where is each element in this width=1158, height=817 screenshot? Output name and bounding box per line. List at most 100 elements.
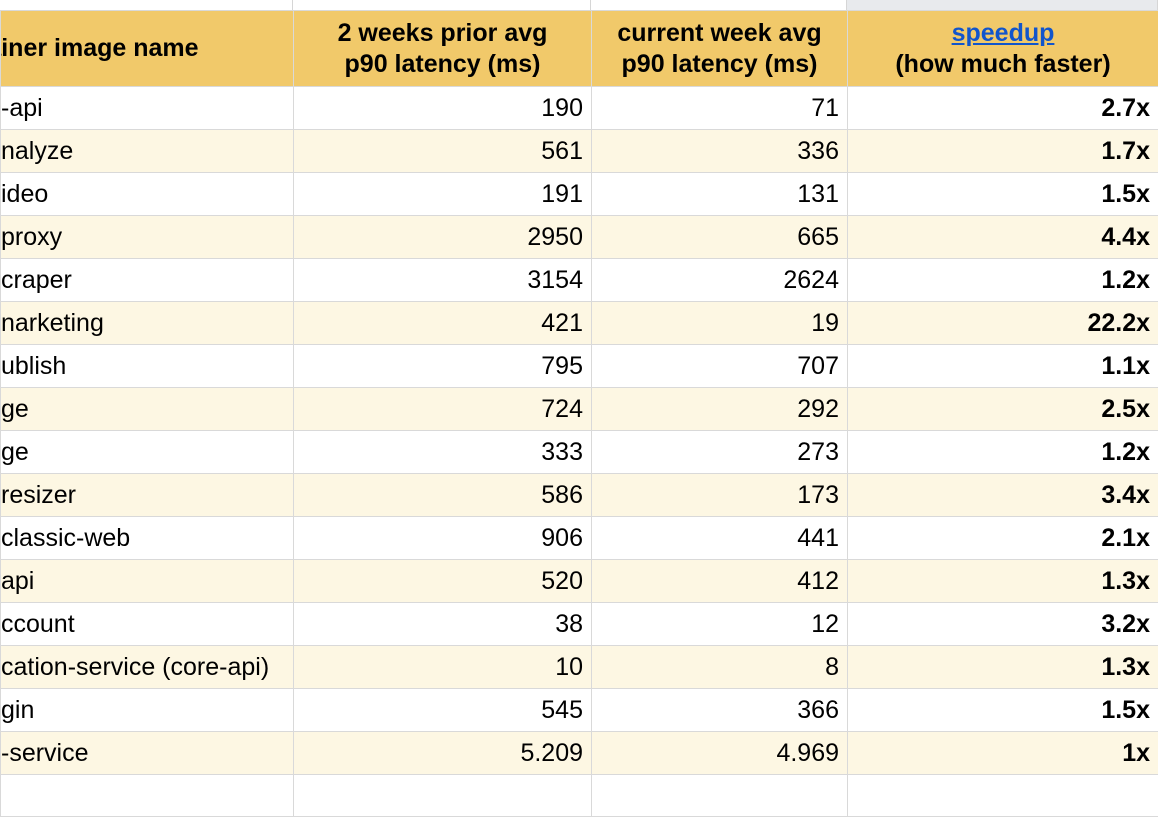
prior-latency-cell[interactable]: 2950: [294, 216, 592, 259]
container-name-cell[interactable]: ublish: [1, 345, 294, 388]
current-latency-cell[interactable]: 441: [592, 517, 848, 560]
container-name: nalyze: [1, 130, 285, 172]
header-speedup-cell[interactable]: speedup (how much faster): [848, 11, 1158, 87]
speedup-cell[interactable]: 1.2x: [848, 259, 1158, 302]
prior-latency-cell[interactable]: 724: [294, 388, 592, 431]
container-name-cell[interactable]: -api: [1, 87, 294, 130]
container-name-cell[interactable]: gin: [1, 689, 294, 732]
container-name-cell[interactable]: cation-service (core-api): [1, 646, 294, 689]
container-name: ideo: [1, 173, 285, 215]
container-name-cell[interactable]: classic-web: [1, 517, 294, 560]
prior-latency-cell[interactable]: 190: [294, 87, 592, 130]
prior-latency-cell[interactable]: 191: [294, 173, 592, 216]
prior-latency-cell[interactable]: 3154: [294, 259, 592, 302]
current-latency-cell[interactable]: 19: [592, 302, 848, 345]
current-latency-cell[interactable]: 707: [592, 345, 848, 388]
empty-cell[interactable]: [592, 775, 848, 817]
current-latency-cell[interactable]: 71: [592, 87, 848, 130]
previous-row-cell[interactable]: [293, 0, 591, 10]
container-name-cell[interactable]: resizer: [1, 474, 294, 517]
prior-latency-cell[interactable]: 5.209: [294, 732, 592, 775]
container-name: ccount: [1, 603, 285, 645]
speedup-cell[interactable]: 1.3x: [848, 646, 1158, 689]
container-name: resizer: [1, 474, 285, 516]
header-current-line1: current week avg: [617, 19, 821, 47]
prior-latency-cell[interactable]: 520: [294, 560, 592, 603]
container-name-cell[interactable]: ge: [1, 388, 294, 431]
previous-row-cell[interactable]: [591, 0, 847, 10]
previous-row-cell[interactable]: [0, 0, 293, 10]
speedup-cell[interactable]: 1.1x: [848, 345, 1158, 388]
current-latency-cell[interactable]: 292: [592, 388, 848, 431]
speedup-cell[interactable]: 1.2x: [848, 431, 1158, 474]
speedup-cell[interactable]: 1x: [848, 732, 1158, 775]
current-latency-cell[interactable]: 366: [592, 689, 848, 732]
speedup-cell[interactable]: 3.2x: [848, 603, 1158, 646]
spreadsheet-grid: tainer image name 2 weeks prior avg p90 …: [0, 0, 1158, 770]
current-latency-cell[interactable]: 412: [592, 560, 848, 603]
header-prior-cell[interactable]: 2 weeks prior avg p90 latency (ms): [294, 11, 592, 87]
current-latency-cell[interactable]: 273: [592, 431, 848, 474]
prior-latency-cell[interactable]: 561: [294, 130, 592, 173]
current-latency-cell[interactable]: 173: [592, 474, 848, 517]
speedup-cell[interactable]: 22.2x: [848, 302, 1158, 345]
container-name-cell[interactable]: craper: [1, 259, 294, 302]
container-name-cell[interactable]: api: [1, 560, 294, 603]
speedup-cell[interactable]: 1.5x: [848, 173, 1158, 216]
container-name: -api: [1, 87, 285, 129]
speedup-cell[interactable]: 2.7x: [848, 87, 1158, 130]
speedup-cell[interactable]: 2.1x: [848, 517, 1158, 560]
header-row: tainer image name 2 weeks prior avg p90 …: [1, 11, 1158, 87]
prior-latency-cell[interactable]: 10: [294, 646, 592, 689]
current-latency-cell[interactable]: 665: [592, 216, 848, 259]
header-name-cell[interactable]: tainer image name: [1, 11, 294, 87]
prior-latency-cell[interactable]: 795: [294, 345, 592, 388]
current-latency-cell[interactable]: 8: [592, 646, 848, 689]
prior-latency-cell[interactable]: 421: [294, 302, 592, 345]
container-name: api: [1, 560, 285, 602]
container-name-cell[interactable]: ge: [1, 431, 294, 474]
container-name-cell[interactable]: narketing: [1, 302, 294, 345]
header-prior-line2: p90 latency (ms): [345, 50, 541, 78]
header-current-cell[interactable]: current week avg p90 latency (ms): [592, 11, 848, 87]
speedup-cell[interactable]: 2.5x: [848, 388, 1158, 431]
speedup-cell[interactable]: 1.3x: [848, 560, 1158, 603]
speedup-cell[interactable]: 1.7x: [848, 130, 1158, 173]
container-name-cell[interactable]: -service: [1, 732, 294, 775]
previous-row-cell[interactable]: [847, 0, 1158, 10]
header-prior-line1: 2 weeks prior avg: [338, 19, 548, 47]
prior-latency-cell[interactable]: 333: [294, 431, 592, 474]
container-name-cell[interactable]: nalyze: [1, 130, 294, 173]
prior-latency-cell[interactable]: 38: [294, 603, 592, 646]
prior-latency-cell[interactable]: 545: [294, 689, 592, 732]
header-speedup-line2: (how much faster): [895, 50, 1110, 78]
current-latency-cell[interactable]: 131: [592, 173, 848, 216]
container-name: narketing: [1, 302, 285, 344]
empty-cell[interactable]: [294, 775, 592, 817]
speedup-cell[interactable]: 3.4x: [848, 474, 1158, 517]
empty-cell[interactable]: [1, 775, 294, 817]
container-name-cell[interactable]: ccount: [1, 603, 294, 646]
speedup-link[interactable]: speedup: [952, 19, 1055, 47]
container-name-cell[interactable]: ideo: [1, 173, 294, 216]
container-name: craper: [1, 259, 285, 301]
prior-latency-cell[interactable]: 906: [294, 517, 592, 560]
current-latency-cell[interactable]: 2624: [592, 259, 848, 302]
prior-latency-cell[interactable]: 586: [294, 474, 592, 517]
current-latency-cell[interactable]: 336: [592, 130, 848, 173]
speedup-cell[interactable]: 1.5x: [848, 689, 1158, 732]
current-latency-cell[interactable]: 4.969: [592, 732, 848, 775]
container-name: cation-service (core-api): [1, 646, 285, 688]
current-latency-cell[interactable]: 12: [592, 603, 848, 646]
container-name-cell[interactable]: proxy: [1, 216, 294, 259]
container-name: proxy: [1, 216, 285, 258]
empty-cell[interactable]: [848, 775, 1158, 817]
speedup-cell[interactable]: 4.4x: [848, 216, 1158, 259]
